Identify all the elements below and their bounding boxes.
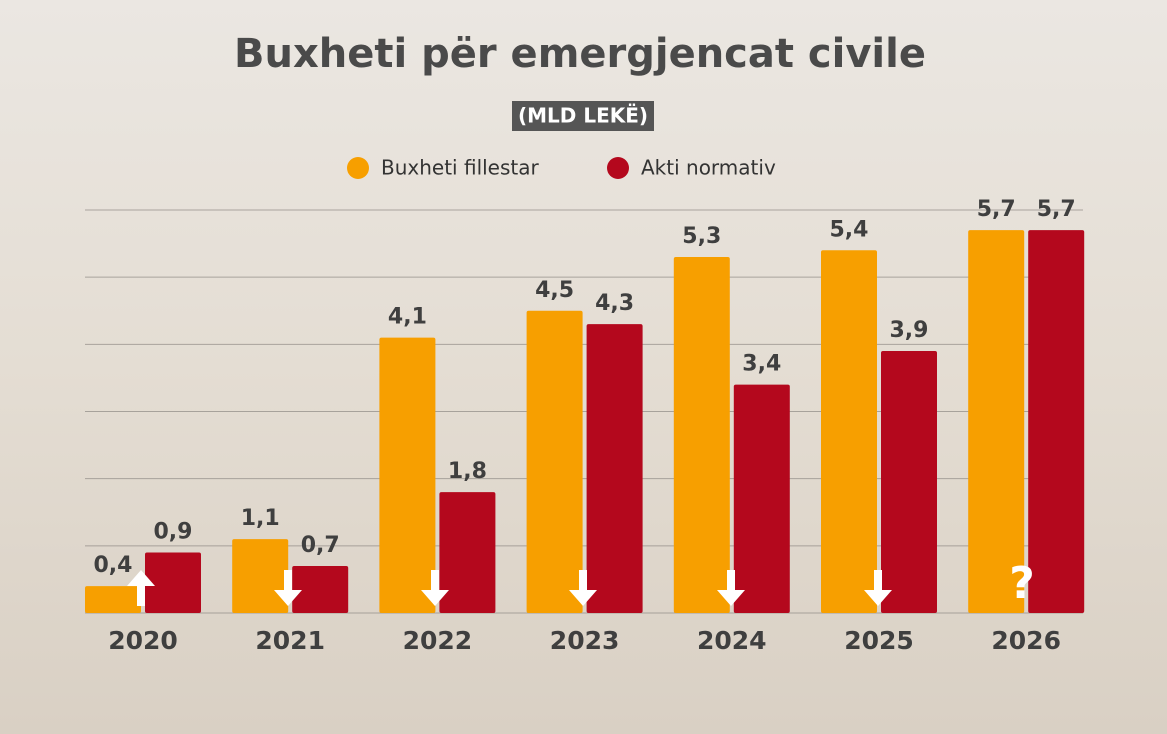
annotation: ? xyxy=(1009,558,1035,609)
value-label: 4,1 xyxy=(388,305,427,330)
x-tick-label: 2026 xyxy=(991,626,1061,655)
legend-label: Akti normativ xyxy=(641,156,776,180)
bar xyxy=(232,539,289,613)
bar xyxy=(85,586,141,613)
value-label: 0,4 xyxy=(94,553,133,578)
value-label: 0,7 xyxy=(301,533,340,558)
value-label: 0,9 xyxy=(154,520,193,545)
bar xyxy=(526,310,583,613)
value-label: 5,4 xyxy=(830,217,869,242)
value-label: 3,9 xyxy=(890,318,929,343)
value-label: 1,8 xyxy=(448,459,487,484)
bar xyxy=(586,324,643,613)
legend-swatch xyxy=(347,157,369,179)
bars: 0,4 0,9 1,1 0,7 4,1 1,8 4,5 4,3 5,3 3,4 5,4 3,9 5,7 5… xyxy=(85,197,1085,614)
chart-title: Buxheti për emergjencat civile xyxy=(234,31,926,77)
arrow-down xyxy=(421,570,449,606)
bar xyxy=(1028,230,1085,613)
bar xyxy=(673,257,730,613)
x-tick-label: 2023 xyxy=(550,626,620,655)
x-tick-label: 2024 xyxy=(697,626,767,655)
bar xyxy=(379,337,436,613)
value-label: 4,3 xyxy=(595,291,634,316)
subtitle: (MLD LEKË) xyxy=(518,104,648,128)
value-label: 5,3 xyxy=(682,224,721,249)
x-tick-label: 2020 xyxy=(108,626,178,655)
legend-swatch xyxy=(607,157,629,179)
arrow-down xyxy=(274,570,302,606)
legend: Buxheti fillestar Akti normativ xyxy=(347,156,776,180)
x-tick-label: 2022 xyxy=(403,626,473,655)
bar xyxy=(292,565,349,613)
arrow-down xyxy=(569,570,597,606)
bar xyxy=(968,230,1025,613)
arrow-up xyxy=(127,570,155,606)
x-tick-label: 2025 xyxy=(844,626,914,655)
x-tick-label: 2021 xyxy=(255,626,325,655)
arrow-down xyxy=(717,570,745,606)
value-label: 5,7 xyxy=(1037,197,1076,222)
value-label: 1,1 xyxy=(241,506,280,531)
value-label: 5,7 xyxy=(977,197,1016,222)
bar xyxy=(821,250,877,614)
arrows xyxy=(127,570,892,606)
legend-label: Buxheti fillestar xyxy=(381,156,540,180)
bar xyxy=(881,351,937,613)
bar xyxy=(733,384,790,613)
bar xyxy=(145,552,201,613)
value-label: 4,5 xyxy=(535,278,574,303)
bar xyxy=(439,492,496,613)
value-label: 3,4 xyxy=(742,352,781,377)
arrow-down xyxy=(864,570,892,606)
subtitle-box xyxy=(512,101,654,131)
